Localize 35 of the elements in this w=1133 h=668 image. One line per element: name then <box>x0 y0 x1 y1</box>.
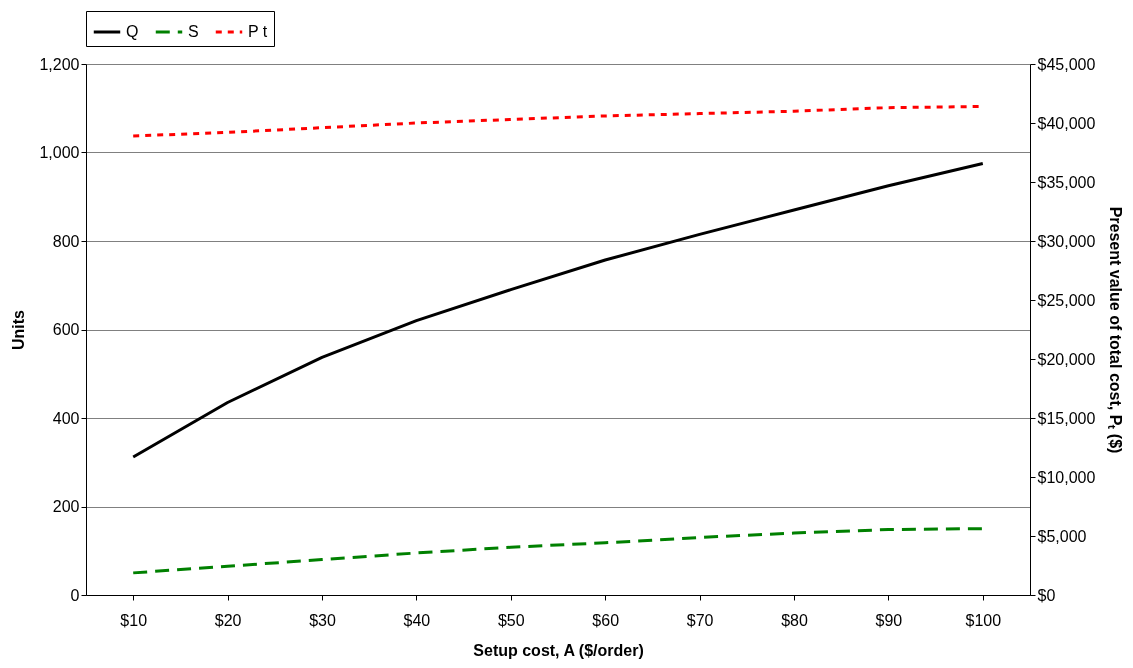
line-series <box>131 162 985 459</box>
y2-tick-label: $40,000 <box>1037 114 1096 132</box>
x-tick-label: $100 <box>965 611 1002 629</box>
y2-axis-title: Present value of total cost, Pₜ ($) <box>1107 206 1125 454</box>
y2-tick-label: $10,000 <box>1037 468 1096 486</box>
y-tick-label: 1,200 <box>39 55 80 73</box>
y-tick-label: 800 <box>52 232 80 250</box>
y2-tick-label: $0 <box>1037 586 1056 604</box>
line-series <box>131 527 985 575</box>
y2-tick-label: $35,000 <box>1037 173 1096 191</box>
x-tick-label: $60 <box>592 611 620 629</box>
x-tick-label: $50 <box>497 611 525 629</box>
x-tick-label: $70 <box>686 611 714 629</box>
y2-tick-label: $20,000 <box>1037 350 1096 368</box>
y-tick-label: 600 <box>52 321 80 338</box>
y-tick-label: 400 <box>52 409 80 427</box>
legend-label: Q <box>126 23 139 40</box>
y2-tick-label: $30,000 <box>1037 232 1096 250</box>
y2-tick-label: $45,000 <box>1037 55 1096 73</box>
y-tick-label: 0 <box>70 586 80 604</box>
x-tick-label: $30 <box>309 611 336 629</box>
x-tick-label: $90 <box>875 611 903 629</box>
x-tick-label: $10 <box>120 611 148 629</box>
x-axis-title: Setup cost, A ($/order) <box>473 641 644 659</box>
y-axis-title: Units <box>10 309 28 350</box>
x-tick-label: $20 <box>214 611 242 629</box>
x-tick-label: $80 <box>781 611 808 629</box>
y-tick-label: 200 <box>52 498 80 515</box>
x-tick-label: $40 <box>403 611 431 629</box>
legend-label: S <box>188 23 199 40</box>
y2-tick-label: $5,000 <box>1037 527 1087 545</box>
y-tick-label: 1,000 <box>39 144 80 161</box>
y2-tick-label: $15,000 <box>1037 409 1096 427</box>
y2-tick-label: $25,000 <box>1037 291 1096 309</box>
legend-label: P t <box>248 23 268 40</box>
